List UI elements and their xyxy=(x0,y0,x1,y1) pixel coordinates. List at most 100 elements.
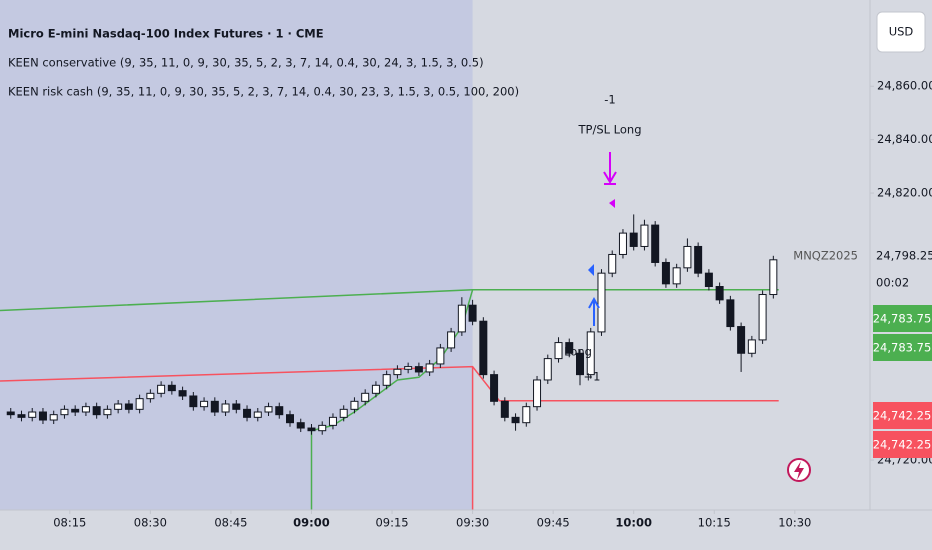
candle-body xyxy=(232,403,241,410)
candle-body xyxy=(275,406,284,416)
y-tick-label: 24,820.00 xyxy=(877,186,932,200)
candle-body xyxy=(511,416,520,424)
candle-body xyxy=(533,379,542,408)
plot-area xyxy=(0,0,779,510)
candle-body xyxy=(404,366,413,370)
candle-body xyxy=(371,384,380,394)
candle-body xyxy=(200,400,209,408)
candle-body xyxy=(554,342,563,360)
session-highlight xyxy=(0,0,473,510)
price-label: 24,742.25 xyxy=(873,438,932,452)
candle-body xyxy=(264,406,273,413)
price-label-box xyxy=(873,431,932,458)
x-tick-label: 10:00 xyxy=(615,516,652,530)
candle-body xyxy=(618,232,627,255)
candle-body xyxy=(253,411,262,418)
candle-body xyxy=(81,406,90,413)
candle-body xyxy=(479,320,488,376)
exit-marker xyxy=(603,152,617,208)
candle-body xyxy=(296,422,305,429)
candle-body xyxy=(339,408,348,418)
currency-label[interactable]: USD xyxy=(889,25,914,39)
candle-body xyxy=(382,374,391,386)
candle-body xyxy=(758,294,767,341)
candle-body xyxy=(586,331,595,376)
y-tick-label: 24,860.00 xyxy=(877,79,932,93)
candle-body xyxy=(672,267,681,285)
x-tick-label: 08:15 xyxy=(53,516,86,530)
candle-body xyxy=(103,408,112,416)
price-label-box xyxy=(873,402,932,429)
candle-body xyxy=(243,408,252,418)
indicator-line xyxy=(0,365,779,402)
candle-body xyxy=(60,408,69,416)
candle-body xyxy=(468,304,477,322)
candle-body xyxy=(737,326,746,354)
annotation: +1 xyxy=(584,370,601,384)
candle-body xyxy=(28,411,37,418)
candle-body xyxy=(608,253,617,274)
candle-body xyxy=(436,347,445,365)
countdown: 00:02 xyxy=(876,276,909,290)
candle-body xyxy=(157,384,166,394)
entry-marker xyxy=(588,264,600,326)
candle-body xyxy=(318,424,327,432)
candle-body xyxy=(114,403,123,410)
candle-body xyxy=(178,390,187,397)
price-label-box xyxy=(873,334,932,361)
candle-body xyxy=(210,400,219,413)
x-tick-label: 09:30 xyxy=(456,516,489,530)
candle-body xyxy=(393,368,402,376)
chart-title: Micro E-mini Nasdaq-100 Index Futures · … xyxy=(8,27,324,41)
candle-body xyxy=(694,245,703,274)
indicator-legend: KEEN conservative (9, 35, 11, 0, 9, 30, … xyxy=(8,56,484,70)
x-tick-label: 08:45 xyxy=(214,516,247,530)
candle-body xyxy=(361,392,370,402)
candle-body xyxy=(425,363,434,373)
candle-body xyxy=(307,427,316,432)
candle-body xyxy=(92,406,101,416)
candle-body xyxy=(726,299,735,328)
candle-body xyxy=(543,358,552,381)
price-label: 24,783.75 xyxy=(873,341,932,355)
candle-body xyxy=(17,414,26,418)
candle-body xyxy=(135,398,144,410)
candle-body xyxy=(597,272,606,333)
currency-button[interactable] xyxy=(876,11,926,53)
candle-body xyxy=(457,304,466,333)
logo xyxy=(787,458,811,482)
candle-body xyxy=(447,331,456,349)
candle-body xyxy=(576,352,584,376)
candle-body xyxy=(328,416,337,426)
candle-body xyxy=(189,395,198,408)
candle-body xyxy=(715,286,724,301)
candle-body xyxy=(146,392,155,400)
x-tick-label: 10:30 xyxy=(778,516,811,530)
candle-body xyxy=(769,259,778,296)
candle-body xyxy=(490,374,499,402)
last-price: 24,798.25 xyxy=(876,249,932,263)
annotation: -1 xyxy=(604,93,615,107)
annotation: Long xyxy=(564,345,592,359)
candle-body xyxy=(565,342,574,354)
x-tick-label: 09:15 xyxy=(375,516,408,530)
candle-body xyxy=(49,414,58,421)
x-tick-label: 09:00 xyxy=(293,516,330,530)
indicator-legend: KEEN risk cash (9, 35, 11, 0, 9, 30, 35,… xyxy=(8,85,519,99)
candle-body xyxy=(651,224,660,263)
x-tick-label: 09:45 xyxy=(537,516,570,530)
candle-body xyxy=(221,403,230,413)
y-tick-label: 24,840.00 xyxy=(877,132,932,146)
candle-body xyxy=(414,366,423,373)
candle-body xyxy=(124,403,133,410)
symbol-label: MNQZ2025 xyxy=(793,249,858,263)
candle-body xyxy=(286,414,294,424)
candle-body xyxy=(522,406,531,424)
candle-body xyxy=(500,400,509,418)
candle-body xyxy=(661,261,670,285)
price-label-box xyxy=(873,305,932,332)
candle-body xyxy=(747,339,756,354)
candle-body xyxy=(350,400,359,410)
